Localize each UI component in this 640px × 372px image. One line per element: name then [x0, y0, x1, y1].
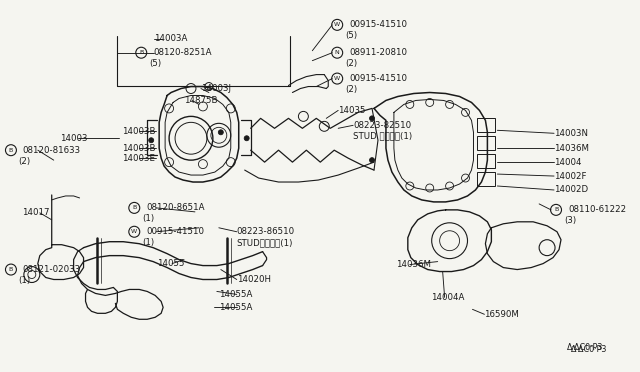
Text: (2): (2)	[345, 85, 357, 94]
Text: 08110-61222: 08110-61222	[568, 205, 626, 214]
Text: 14004A: 14004A	[431, 293, 464, 302]
Text: B: B	[9, 148, 13, 153]
Text: 08121-02033: 08121-02033	[22, 265, 80, 274]
Text: 14003: 14003	[60, 134, 87, 143]
Text: B: B	[132, 205, 136, 211]
Bar	[477, 172, 495, 186]
Text: 14002F: 14002F	[554, 171, 586, 180]
Text: 00915-41510: 00915-41510	[349, 20, 407, 29]
Text: 14035: 14035	[338, 106, 365, 115]
Text: 14020H: 14020H	[237, 275, 271, 284]
Text: B: B	[9, 267, 13, 272]
Text: 14003N: 14003N	[554, 129, 588, 138]
Circle shape	[369, 116, 374, 121]
Text: STUD スタッド(1): STUD スタッド(1)	[353, 132, 412, 141]
Bar	[477, 118, 495, 132]
Text: 08120-8651A: 08120-8651A	[146, 203, 205, 212]
Text: Δ·ΔC0·P3: Δ·ΔC0·P3	[567, 343, 604, 352]
Text: STUDスタッド(1): STUDスタッド(1)	[237, 238, 293, 247]
Circle shape	[369, 158, 374, 163]
Circle shape	[148, 138, 154, 143]
Text: 14002D: 14002D	[554, 186, 588, 195]
Text: (5): (5)	[149, 59, 161, 68]
Text: N: N	[335, 50, 340, 55]
Circle shape	[244, 136, 249, 141]
Text: 16590M: 16590M	[484, 310, 519, 319]
Text: B: B	[554, 207, 558, 212]
Text: 08120-8251A: 08120-8251A	[153, 48, 212, 57]
Text: 08223-82510: 08223-82510	[353, 121, 412, 130]
Text: Δ·ΔC0·P3: Δ·ΔC0·P3	[571, 344, 607, 354]
Text: W: W	[334, 22, 340, 28]
Text: 14003B: 14003B	[122, 144, 156, 153]
Circle shape	[218, 130, 223, 135]
Bar	[477, 154, 495, 168]
Text: (2): (2)	[18, 157, 30, 166]
Text: 00915-41510: 00915-41510	[146, 227, 204, 236]
Text: 14055A: 14055A	[219, 290, 252, 299]
Text: 00915-41510: 00915-41510	[349, 74, 407, 83]
Text: (5): (5)	[345, 31, 357, 40]
Text: 14004: 14004	[554, 158, 582, 167]
Text: 08223-86510: 08223-86510	[237, 227, 295, 236]
Text: B: B	[139, 50, 143, 55]
Text: 08911-20810: 08911-20810	[349, 48, 407, 57]
Text: 14036M: 14036M	[554, 144, 589, 153]
Bar	[477, 136, 495, 150]
Text: (3): (3)	[564, 216, 576, 225]
Text: W: W	[131, 229, 138, 234]
Text: 08120-81633: 08120-81633	[22, 146, 80, 155]
Text: (1): (1)	[142, 238, 154, 247]
Text: 14003B: 14003B	[122, 127, 156, 136]
Text: 14017: 14017	[22, 208, 49, 217]
Text: 14003A: 14003A	[154, 34, 188, 43]
Text: 14036M: 14036M	[396, 260, 431, 269]
Text: 14003E: 14003E	[122, 154, 156, 163]
Text: W: W	[334, 76, 340, 81]
Text: (2): (2)	[345, 59, 357, 68]
Text: 14055A: 14055A	[219, 303, 252, 312]
Text: (1): (1)	[18, 276, 30, 285]
Text: 14055: 14055	[157, 259, 185, 268]
Text: 14003J: 14003J	[201, 84, 231, 93]
Text: (1): (1)	[142, 214, 154, 223]
Text: 14875B: 14875B	[184, 96, 218, 105]
